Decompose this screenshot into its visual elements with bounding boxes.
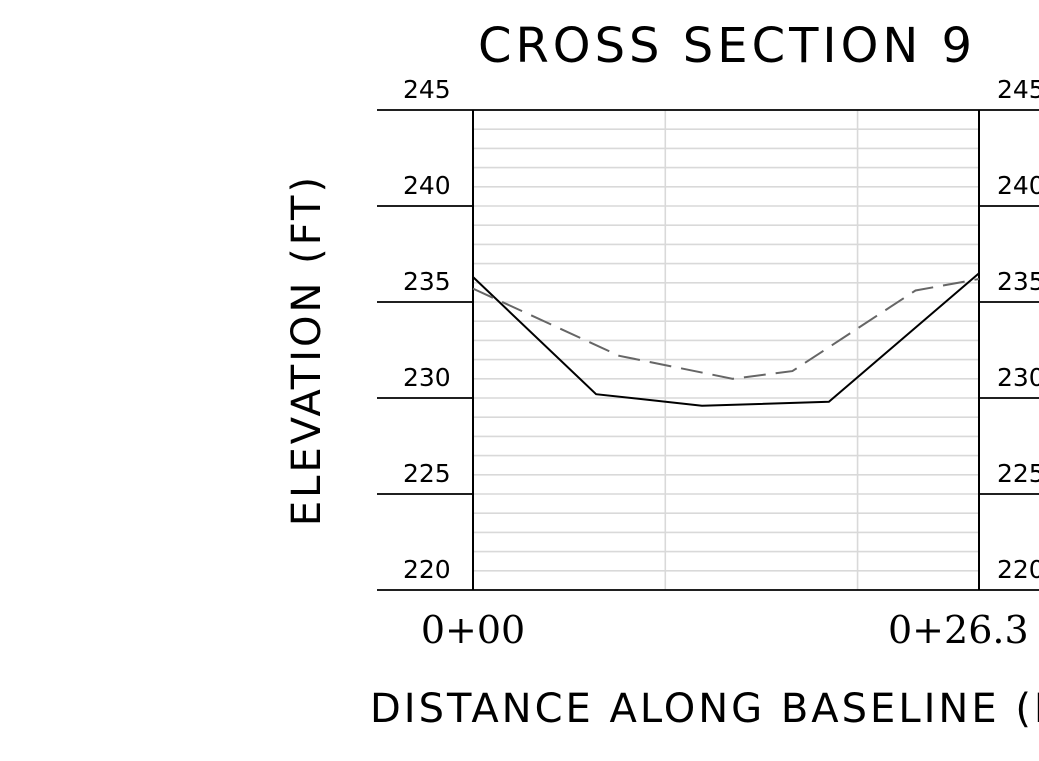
y-tick-label-left: 225 [403,459,451,488]
y-tick-label-left: 220 [403,555,451,584]
y-tick-label-right: 220 [997,555,1039,584]
series-lines [472,272,980,407]
grid [473,110,979,590]
y-tick-label-right: 245 [997,75,1039,104]
x-tick-label-start: 0+00 [421,608,525,652]
y-tick-label-right: 240 [997,171,1039,200]
x-tick-labels: 0+00 0+26.3 [421,608,1029,652]
y-tick-label-right: 225 [997,459,1039,488]
y-tick-label-left: 235 [403,267,451,296]
x-tick-label-end: 0+26.3 [888,608,1029,652]
y-tick-labels: 245 245 240 240 235 235 230 230 225 225 220 220 [403,75,1039,584]
y-tick-label-left: 230 [403,363,451,392]
dashed-profile-line [472,278,980,380]
y-tick-label-left: 245 [403,75,451,104]
plot-frame [377,109,1039,591]
y-tick-label-left: 240 [403,171,451,200]
y-axis-title: ELEVATION (FT) [284,174,330,526]
chart-title: CROSS SECTION 9 [478,18,976,74]
y-tick-label-right: 235 [997,267,1039,296]
y-tick-label-right: 230 [997,363,1039,392]
ground-profile-line [472,272,980,407]
x-axis-title: DISTANCE ALONG BASELINE (FT) [370,686,1039,732]
